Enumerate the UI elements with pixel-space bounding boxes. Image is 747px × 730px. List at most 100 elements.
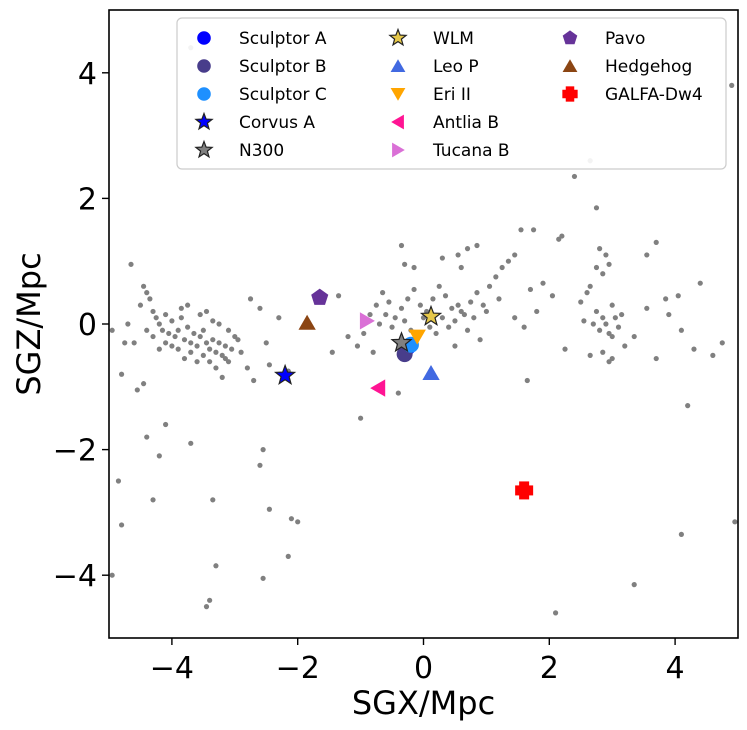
x-tick-label: 0 bbox=[414, 651, 433, 686]
background-point bbox=[644, 305, 650, 311]
marker-tucana-b bbox=[359, 312, 375, 330]
x-tick-label: 4 bbox=[666, 651, 685, 686]
background-point bbox=[584, 290, 590, 296]
legend-label-sculptor-c: Sculptor C bbox=[239, 85, 327, 105]
background-point bbox=[663, 296, 669, 302]
legend-marker-pavo bbox=[562, 30, 578, 45]
background-point bbox=[150, 333, 156, 340]
galaxy-markers bbox=[273, 288, 534, 500]
background-point bbox=[137, 302, 144, 308]
background-point bbox=[156, 453, 162, 459]
background-point bbox=[612, 315, 618, 321]
background-point bbox=[219, 352, 225, 358]
background-point bbox=[540, 280, 546, 286]
background-point bbox=[185, 302, 191, 308]
background-point bbox=[471, 315, 477, 321]
legend-label-sculptor-a: Sculptor A bbox=[239, 29, 327, 49]
background-point bbox=[207, 346, 213, 352]
background-point bbox=[329, 349, 335, 355]
background-point bbox=[257, 305, 263, 311]
background-point bbox=[619, 311, 625, 318]
background-point bbox=[521, 324, 527, 330]
background-point bbox=[452, 343, 458, 349]
background-point bbox=[210, 337, 216, 343]
background-point bbox=[603, 252, 609, 258]
background-point bbox=[163, 340, 169, 346]
background-point bbox=[600, 315, 606, 321]
y-axis-title: SGZ/Mpc bbox=[10, 252, 48, 395]
background-point bbox=[430, 296, 436, 302]
background-point bbox=[685, 403, 691, 409]
background-point bbox=[512, 315, 518, 321]
background-point bbox=[354, 343, 361, 349]
background-point bbox=[213, 563, 219, 569]
background-point bbox=[266, 506, 272, 512]
background-point bbox=[109, 327, 115, 333]
background-point bbox=[247, 296, 254, 302]
y-tick-label: −4 bbox=[53, 559, 97, 594]
background-point bbox=[197, 333, 203, 340]
legend-label-eri-ii: Eri II bbox=[433, 85, 471, 105]
background-point bbox=[156, 321, 162, 327]
background-point bbox=[653, 239, 659, 245]
background-point bbox=[455, 252, 461, 258]
background-point bbox=[109, 572, 115, 578]
background-point bbox=[147, 296, 153, 302]
background-point bbox=[571, 173, 578, 180]
background-point bbox=[530, 227, 537, 233]
legend-marker-eri-ii bbox=[390, 88, 406, 101]
background-point bbox=[276, 315, 282, 321]
legend-marker-galfa-dw4 bbox=[562, 86, 578, 102]
background-point bbox=[534, 308, 540, 315]
background-point bbox=[238, 349, 244, 355]
background-point bbox=[389, 324, 395, 330]
background-point bbox=[140, 381, 147, 387]
background-point bbox=[229, 346, 235, 352]
background-point bbox=[125, 321, 131, 327]
marker-antlia-b bbox=[370, 379, 386, 397]
background-point bbox=[383, 311, 389, 318]
legend-label-galfa-dw4: GALFA-Dw4 bbox=[605, 85, 703, 105]
legend-marker-corvus-a bbox=[194, 111, 214, 131]
legend-marker-antlia-b bbox=[391, 114, 404, 130]
legend-marker-leo-p bbox=[390, 59, 406, 72]
background-point bbox=[499, 264, 505, 271]
background-point bbox=[474, 242, 480, 249]
background-point bbox=[600, 349, 606, 355]
background-point bbox=[345, 333, 351, 340]
background-point bbox=[159, 327, 166, 333]
x-tick-label: −2 bbox=[276, 651, 320, 686]
background-point bbox=[609, 333, 615, 340]
legend-marker-sculptor-b bbox=[197, 59, 211, 73]
background-point bbox=[235, 337, 241, 343]
background-point bbox=[675, 293, 681, 299]
background-point bbox=[172, 333, 178, 340]
background-point bbox=[587, 283, 593, 289]
background-point bbox=[150, 497, 156, 503]
background-point bbox=[219, 374, 225, 380]
y-tick-label: 4 bbox=[78, 57, 97, 92]
legend-marker-tucana-b bbox=[392, 142, 405, 158]
background-point bbox=[556, 236, 562, 242]
background-point bbox=[518, 227, 524, 233]
background-point bbox=[266, 362, 272, 368]
background-point bbox=[169, 318, 175, 324]
legend-label-antlia-b: Antlia B bbox=[433, 113, 499, 133]
background-point bbox=[398, 305, 405, 311]
background-point bbox=[729, 82, 735, 88]
background-point bbox=[452, 318, 458, 324]
background-point bbox=[732, 519, 738, 525]
background-point bbox=[496, 296, 502, 302]
background-point bbox=[191, 330, 197, 337]
y-tick-label: 2 bbox=[78, 182, 97, 217]
background-point bbox=[581, 318, 587, 324]
background-point bbox=[386, 299, 392, 305]
background-point bbox=[446, 324, 452, 330]
background-point bbox=[433, 330, 439, 337]
background-point bbox=[464, 327, 471, 333]
legend-marker-hedgehog bbox=[562, 59, 578, 72]
background-point bbox=[505, 258, 512, 264]
background-point bbox=[188, 440, 194, 446]
background-point bbox=[455, 302, 461, 308]
